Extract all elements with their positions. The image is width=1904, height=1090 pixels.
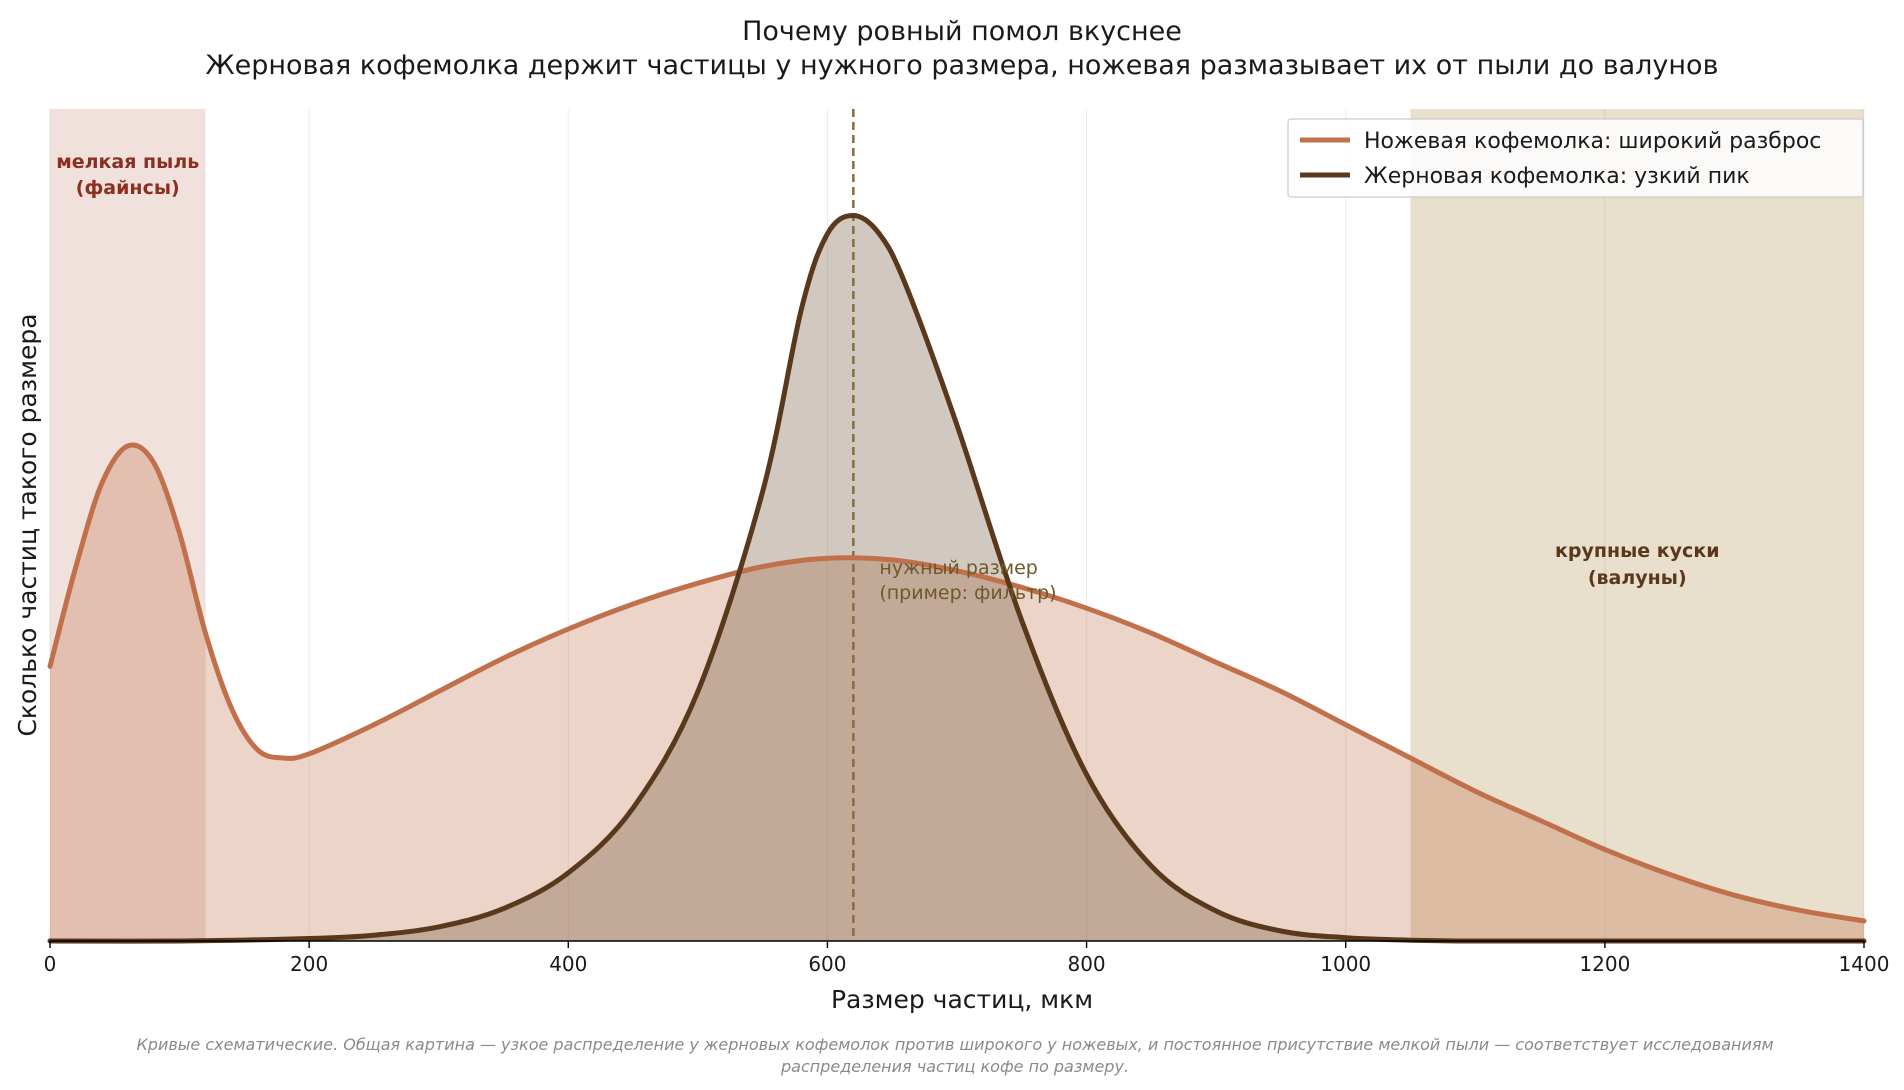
target-size-label: нужный размер: [879, 557, 1037, 579]
burr-grinder-area: [50, 215, 1864, 942]
x-tick-label: 1400: [1839, 952, 1890, 976]
blade-grinder-area: [50, 444, 1864, 941]
series-fill-layer: [50, 215, 1864, 942]
boulders-zone-sublabel: (валуны): [1588, 567, 1687, 589]
fines-zone-sublabel: (файнсы): [76, 177, 180, 199]
legend-layer: Ножевая кофемолка: широкий разброс Жернов…: [1287, 118, 1864, 198]
x-tick-label: 1200: [1579, 952, 1630, 976]
label-layer: мелкая пыль (файнсы) крупные куски (валуны)…: [56, 151, 1719, 604]
blade-grinder-line: [47, 442, 1867, 924]
x-tick-label: 0: [44, 952, 57, 976]
x-tick-label: 600: [808, 952, 846, 976]
legend-box: [1287, 118, 1864, 198]
legend-label-blade-grinder: Ножевая кофемолка: широкий разброс: [1364, 129, 1821, 154]
series-line-layer: [47, 213, 1867, 944]
fines-zone-label: мелкая пыль: [56, 151, 199, 173]
boulders-zone-label: крупные куски: [1555, 540, 1720, 562]
x-tick-label: 400: [549, 952, 587, 976]
grid-layer: [49, 109, 1865, 941]
x-axis-label: Размер частиц, мкм: [831, 985, 1093, 1014]
x-tick-label: 200: [290, 952, 328, 976]
footnote-line-1: Кривые схематические. Общая картина — уз…: [136, 1035, 1773, 1054]
legend-label-burr-grinder: Жерновая кофемолка: узкий пик: [1364, 164, 1750, 189]
chart-subtitle: Жерновая кофемолка держит частицы у нужн…: [206, 50, 1719, 81]
y-axis-label: Сколько частиц такого размера: [13, 313, 42, 736]
x-tick-label: 1000: [1320, 952, 1371, 976]
burr-grinder-line: [47, 213, 1867, 944]
axis-layer: 0 200 400 600 800 1000 1200 1400: [44, 940, 1890, 976]
x-tick-label: 800: [1067, 952, 1105, 976]
footnote-line-2: распределения частиц кофе по размеру.: [780, 1057, 1129, 1076]
chart-title: Почему ровный помол вкуснее: [742, 16, 1182, 47]
zones-layer: [50, 109, 1864, 941]
target-size-sublabel: (пример: фильтр): [879, 582, 1056, 604]
zone-band-boulders: [1410, 109, 1864, 941]
